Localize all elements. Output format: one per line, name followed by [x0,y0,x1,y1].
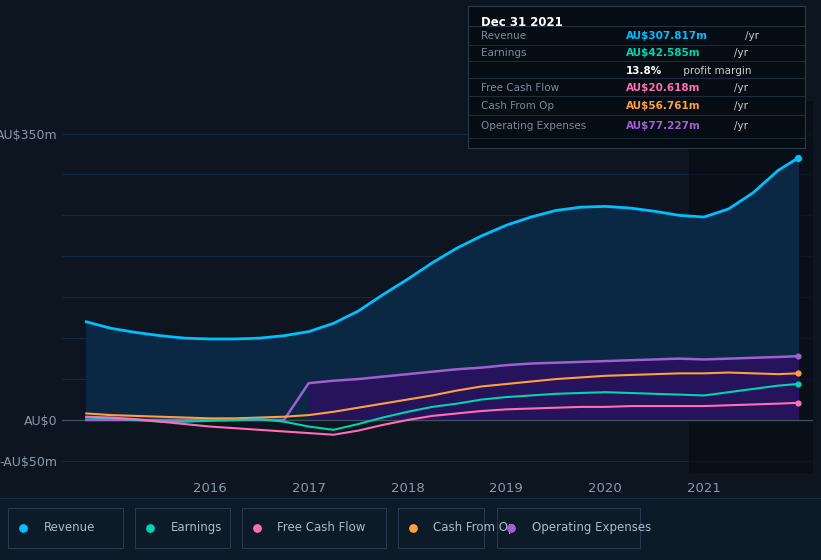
Text: Operating Expenses: Operating Expenses [481,122,587,131]
Text: AU$77.227m: AU$77.227m [626,122,701,131]
Text: 13.8%: 13.8% [626,66,663,76]
Point [791,369,805,378]
Text: AU$42.585m: AU$42.585m [626,48,701,58]
Text: Cash From Op: Cash From Op [481,101,554,111]
Text: AU$307.817m: AU$307.817m [626,31,709,40]
Point [144,523,157,532]
Text: Earnings: Earnings [171,521,222,534]
Text: AU$20.618m: AU$20.618m [626,83,700,94]
Point [791,153,805,162]
Point [16,523,30,532]
Text: Cash From Op: Cash From Op [433,521,516,534]
Text: Free Cash Flow: Free Cash Flow [481,83,560,94]
Text: Dec 31 2021: Dec 31 2021 [481,16,563,29]
Point [791,380,805,389]
Text: /yr: /yr [745,31,759,40]
Point [791,352,805,361]
Text: Free Cash Flow: Free Cash Flow [277,521,366,534]
Text: /yr: /yr [734,101,748,111]
Text: Revenue: Revenue [481,31,526,40]
Point [250,523,264,532]
Text: profit margin: profit margin [680,66,751,76]
Text: /yr: /yr [734,83,748,94]
Text: Earnings: Earnings [481,48,527,58]
Text: /yr: /yr [734,48,748,58]
Point [791,398,805,407]
Point [406,523,420,532]
Point [505,523,518,532]
Bar [690,101,813,473]
Text: Operating Expenses: Operating Expenses [532,521,651,534]
Text: Revenue: Revenue [44,521,95,534]
Text: AU$56.761m: AU$56.761m [626,101,701,111]
Text: /yr: /yr [734,122,748,131]
